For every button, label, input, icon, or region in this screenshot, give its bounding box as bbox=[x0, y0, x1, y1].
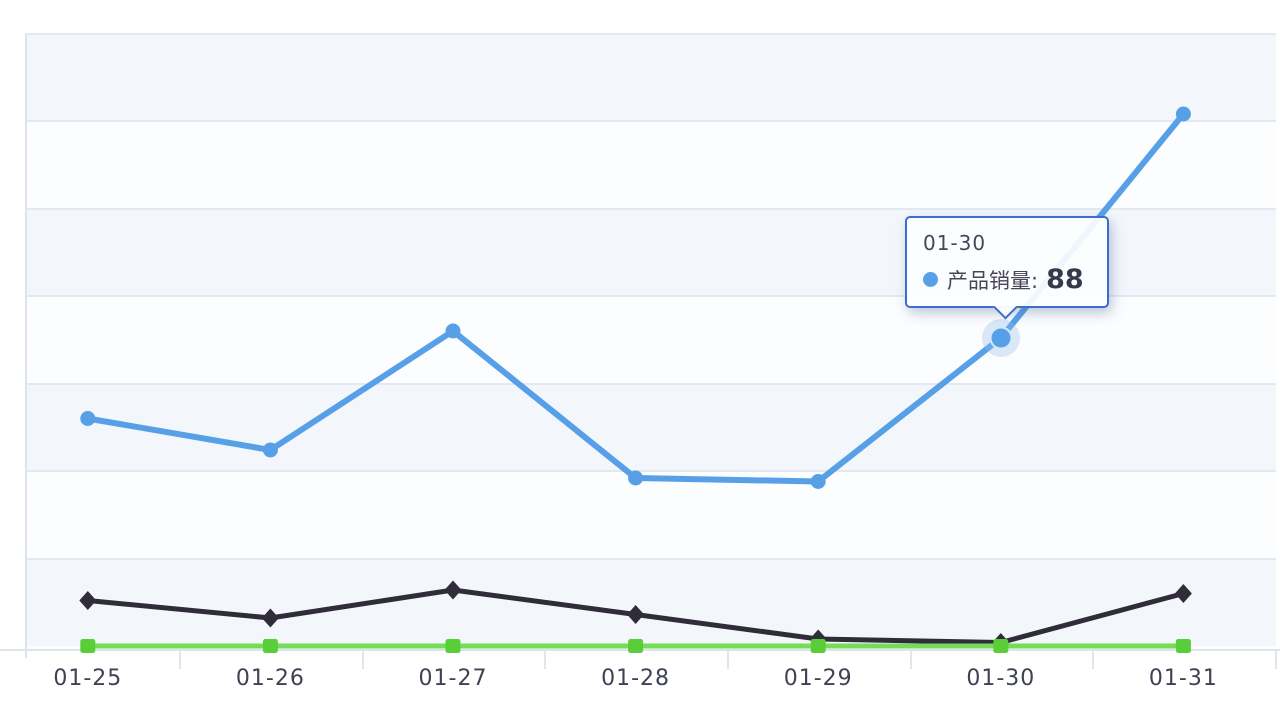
x-axis-label: 01-26 bbox=[235, 666, 305, 691]
data-point-product-sales-01-26[interactable] bbox=[262, 442, 278, 458]
data-point-product-sales-01-25[interactable] bbox=[80, 411, 96, 426]
series-marker-dot-icon bbox=[923, 272, 938, 287]
data-point-series-green-01-25[interactable] bbox=[80, 639, 96, 653]
split-band bbox=[25, 33, 1276, 121]
data-point-series-green-01-31[interactable] bbox=[1175, 639, 1191, 653]
x-axis-tick bbox=[909, 650, 912, 669]
data-point-series-green-01-26[interactable] bbox=[262, 639, 278, 653]
gridline bbox=[25, 32, 1276, 35]
x-axis-label: 01-30 bbox=[966, 666, 1036, 691]
x-axis-tick bbox=[726, 650, 729, 669]
data-point-series-green-01-28[interactable] bbox=[628, 639, 644, 653]
data-point-series-black-01-31[interactable] bbox=[1174, 584, 1192, 603]
gridline bbox=[25, 382, 1276, 385]
y-axis bbox=[25, 33, 27, 658]
x-axis-label: 01-27 bbox=[418, 666, 488, 691]
data-point-series-black-01-28[interactable] bbox=[627, 605, 645, 624]
highlighted-point[interactable] bbox=[989, 326, 1013, 350]
x-axis-label: 01-29 bbox=[783, 666, 853, 691]
data-point-series-green-01-30[interactable] bbox=[993, 639, 1009, 653]
data-point-product-sales-01-28[interactable] bbox=[628, 470, 644, 486]
x-axis-label: 01-28 bbox=[601, 666, 671, 691]
data-point-series-black-01-26[interactable] bbox=[261, 608, 279, 628]
x-axis-tick bbox=[544, 650, 547, 669]
x-axis-tick bbox=[361, 650, 364, 669]
split-band bbox=[25, 471, 1276, 559]
split-band bbox=[25, 121, 1276, 209]
gridline bbox=[25, 557, 1276, 560]
data-point-product-sales-01-27[interactable] bbox=[445, 323, 461, 339]
tooltip-series-label: 产品销量: bbox=[947, 268, 1039, 293]
x-axis-label: 01-25 bbox=[53, 666, 123, 691]
data-point-product-sales-01-29[interactable] bbox=[810, 474, 826, 489]
data-point-product-sales-01-31[interactable] bbox=[1175, 106, 1191, 122]
split-band bbox=[25, 296, 1276, 384]
tooltip-value: 88 bbox=[1046, 264, 1084, 295]
tooltip-row: 产品销量: 88 bbox=[923, 264, 1091, 295]
data-point-series-green-01-27[interactable] bbox=[445, 639, 461, 653]
gridline bbox=[25, 207, 1276, 210]
gridline bbox=[25, 470, 1276, 472]
x-axis-label: 01-31 bbox=[1148, 666, 1218, 691]
x-axis-tick bbox=[1092, 650, 1095, 669]
x-axis-tick bbox=[179, 650, 182, 669]
split-band bbox=[25, 383, 1276, 471]
data-point-series-green-01-29[interactable] bbox=[810, 639, 826, 653]
gridline bbox=[25, 295, 1276, 297]
x-axis-tick bbox=[1274, 650, 1277, 669]
data-point-series-black-01-25[interactable] bbox=[79, 591, 97, 610]
split-band bbox=[25, 558, 1276, 646]
tooltip: 01-30 产品销量: 88 bbox=[905, 216, 1109, 320]
gridline bbox=[25, 120, 1276, 122]
data-point-series-black-01-27[interactable] bbox=[444, 580, 462, 600]
tooltip-title: 01-30 bbox=[923, 231, 987, 255]
